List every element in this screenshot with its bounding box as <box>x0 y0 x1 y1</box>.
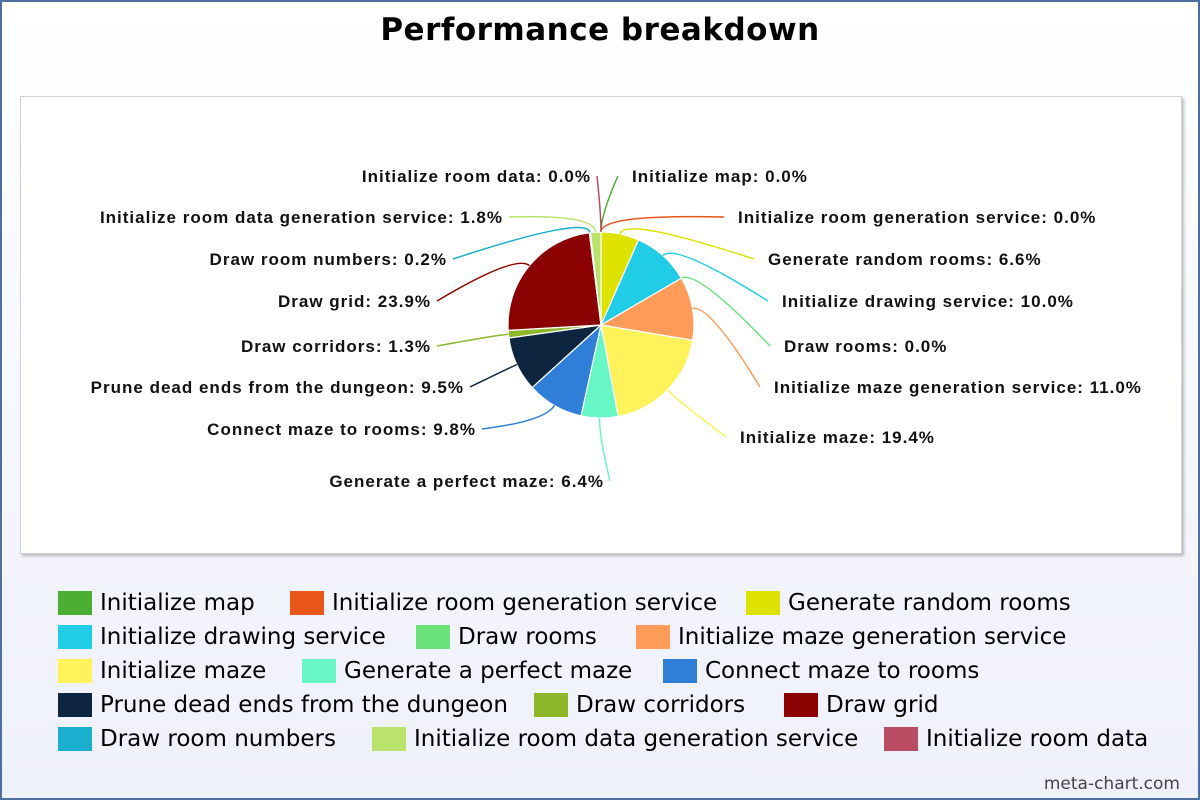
watermark: meta-chart.com <box>1043 774 1180 794</box>
legend-label: Draw grid <box>826 692 939 718</box>
legend-label: Initialize maze <box>100 658 267 684</box>
legend-label: Initialize maze generation service <box>678 624 1067 650</box>
legend-swatch <box>58 625 92 649</box>
legend-item-generate-random-rooms[interactable]: Generate random rooms <box>746 590 1071 616</box>
legend-label: Initialize room generation service <box>332 590 718 616</box>
legend-label: Generate a perfect maze <box>344 658 633 684</box>
legend-swatch <box>302 659 336 683</box>
legend-row: Initialize map Initialize room generatio… <box>58 590 1178 624</box>
legend-swatch <box>663 659 697 683</box>
legend-item-initialize-room-data-generation-service[interactable]: Initialize room data generation service <box>372 726 858 752</box>
slice-label-initialize-map: Initialize map: 0.0% <box>632 167 808 186</box>
slice-label-initialize-room-generation-service: Initialize room generation service: 0.0% <box>738 208 1096 227</box>
legend-swatch <box>416 625 450 649</box>
legend-swatch <box>58 727 92 751</box>
legend-item-draw-room-numbers[interactable]: Draw room numbers <box>58 726 336 752</box>
legend-swatch <box>290 591 324 615</box>
legend-label: Prune dead ends from the dungeon <box>100 692 508 718</box>
legend-label: Generate random rooms <box>788 590 1071 616</box>
legend-label: Initialize room data <box>926 726 1149 752</box>
legend-row: Prune dead ends from the dungeon Draw co… <box>58 692 1178 726</box>
legend-swatch <box>636 625 670 649</box>
leader-line <box>436 262 530 302</box>
leader-line <box>600 215 725 233</box>
slice-label-initialize-drawing-service: Initialize drawing service: 10.0% <box>782 292 1074 311</box>
slice-label-draw-room-numbers: Draw room numbers: 0.2% <box>210 250 447 269</box>
legend-label: Draw rooms <box>458 624 597 650</box>
slice-label-generate-random-rooms: Generate random rooms: 6.6% <box>768 250 1042 269</box>
slice-label-initialize-room-data: Initialize room data: 0.0% <box>362 167 591 186</box>
leader-line <box>598 417 611 482</box>
leader-line <box>619 228 755 260</box>
legend-item-initialize-maze-generation-service[interactable]: Initialize maze generation service <box>636 624 1066 650</box>
leader-line <box>436 333 509 347</box>
legend-row: Initialize maze Generate a perfect maze … <box>58 658 1178 692</box>
leader-line <box>666 389 727 438</box>
legend-item-prune-dead-ends[interactable]: Prune dead ends from the dungeon <box>58 692 508 718</box>
leader-line <box>681 276 771 347</box>
legend-item-initialize-drawing-service[interactable]: Initialize drawing service <box>58 624 386 650</box>
leader-line <box>662 252 769 302</box>
legend-label: Initialize drawing service <box>100 624 386 650</box>
slice-label-draw-corridors: Draw corridors: 1.3% <box>241 337 431 356</box>
leader-line <box>469 363 518 388</box>
legend-label: Initialize room data generation service <box>414 726 859 752</box>
legend-item-draw-grid[interactable]: Draw grid <box>784 692 938 718</box>
slice-label-prune-dead-ends-from-the-dungeon: Prune dead ends from the dungeon: 9.5% <box>91 378 464 397</box>
legend-swatch <box>746 591 780 615</box>
legend-item-initialize-room-generation-service[interactable]: Initialize room generation service <box>290 590 717 616</box>
legend-label: Initialize map <box>100 590 255 616</box>
leader-line <box>508 215 597 233</box>
legend-swatch <box>58 659 92 683</box>
pie-slice-initialize-maze-generation-service[interactable] <box>599 277 695 341</box>
slice-label-connect-maze-to-rooms: Connect maze to rooms: 9.8% <box>207 420 476 439</box>
legend-swatch <box>784 693 818 717</box>
legend-row: Draw room numbers Initialize room data g… <box>58 726 1178 760</box>
slice-label-initialize-maze-generation-service: Initialize maze generation service: 11.0… <box>774 378 1142 397</box>
legend-swatch <box>534 693 568 717</box>
legend-swatch <box>58 693 92 717</box>
legend-item-initialize-room-data[interactable]: Initialize room data <box>884 726 1148 752</box>
legend: Initialize map Initialize room generatio… <box>58 590 1178 760</box>
legend-item-draw-corridors[interactable]: Draw corridors <box>534 692 745 718</box>
legend-label: Draw room numbers <box>100 726 336 752</box>
legend-item-connect-maze-to-rooms[interactable]: Connect maze to rooms <box>663 658 979 684</box>
slice-label-initialize-maze: Initialize maze: 19.4% <box>740 428 935 447</box>
legend-swatch <box>58 591 92 615</box>
legend-row: Initialize drawing service Draw rooms In… <box>58 624 1178 658</box>
legend-swatch <box>884 727 918 751</box>
chart-title: Performance breakdown <box>380 12 820 48</box>
leader-line <box>481 405 556 430</box>
slice-label-draw-grid: Draw grid: 23.9% <box>278 292 431 311</box>
slice-label-draw-rooms: Draw rooms: 0.0% <box>784 337 947 356</box>
legend-label: Connect maze to rooms <box>705 658 980 684</box>
slice-label-initialize-room-data-generation-service: Initialize room data generation service:… <box>100 208 503 227</box>
legend-label: Draw corridors <box>576 692 746 718</box>
leader-line <box>692 307 761 388</box>
legend-swatch <box>372 727 406 751</box>
legend-item-draw-rooms[interactable]: Draw rooms <box>416 624 597 650</box>
pie-slice-initialize-maze[interactable] <box>600 324 694 418</box>
legend-item-initialize-maze[interactable]: Initialize maze <box>58 658 266 684</box>
slice-label-generate-a-perfect-maze: Generate a perfect maze: 6.4% <box>329 472 604 491</box>
legend-item-initialize-map[interactable]: Initialize map <box>58 590 255 616</box>
pie-slice-draw-grid[interactable] <box>507 232 602 332</box>
legend-item-generate-a-perfect-maze[interactable]: Generate a perfect maze <box>302 658 632 684</box>
leader-line <box>452 226 591 260</box>
leader-line <box>596 175 602 233</box>
